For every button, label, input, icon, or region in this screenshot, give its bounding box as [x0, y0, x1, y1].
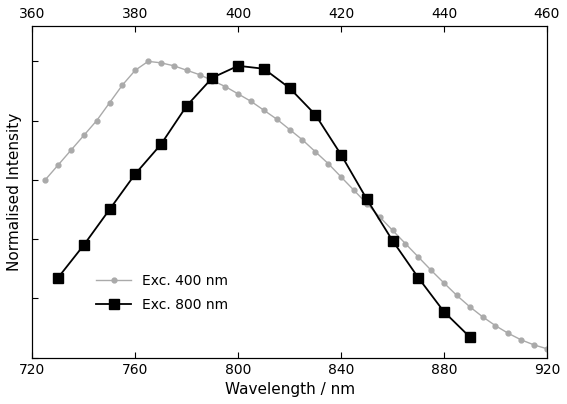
- Exc. 400 nm: [441, 280, 447, 285]
- Exc. 800 nm: [415, 275, 422, 280]
- Exc. 800 nm: [106, 207, 113, 212]
- Exc. 400 nm: [376, 215, 383, 219]
- Exc. 400 nm: [479, 314, 486, 319]
- Exc. 400 nm: [196, 72, 203, 77]
- Exc. 800 nm: [389, 238, 396, 243]
- Exc. 400 nm: [325, 161, 332, 166]
- Exc. 400 nm: [260, 108, 267, 113]
- Exc. 800 nm: [209, 75, 216, 80]
- Exc. 400 nm: [145, 59, 151, 64]
- Exc. 800 nm: [338, 152, 345, 157]
- Exc. 400 nm: [402, 241, 409, 246]
- Exc. 400 nm: [54, 163, 61, 168]
- Exc. 800 nm: [132, 172, 139, 177]
- Exc. 800 nm: [466, 335, 473, 339]
- Legend: Exc. 400 nm, Exc. 800 nm: Exc. 400 nm, Exc. 800 nm: [91, 269, 234, 318]
- Exc. 400 nm: [312, 149, 319, 154]
- Exc. 800 nm: [286, 86, 293, 90]
- Exc. 400 nm: [209, 78, 216, 83]
- Exc. 400 nm: [428, 268, 434, 273]
- Exc. 400 nm: [299, 137, 306, 142]
- Exc. 400 nm: [248, 99, 255, 104]
- Exc. 800 nm: [260, 66, 267, 71]
- Exc. 400 nm: [158, 61, 164, 65]
- Line: Exc. 400 nm: Exc. 400 nm: [43, 59, 549, 351]
- Exc. 400 nm: [531, 343, 538, 347]
- Exc. 400 nm: [338, 175, 345, 179]
- Exc. 400 nm: [67, 148, 74, 153]
- Exc. 400 nm: [132, 68, 139, 73]
- Exc. 400 nm: [119, 83, 126, 88]
- Exc. 400 nm: [454, 293, 460, 298]
- Exc. 400 nm: [466, 304, 473, 309]
- Y-axis label: Normalised Intensity: Normalised Intensity: [7, 113, 22, 271]
- Exc. 400 nm: [222, 84, 229, 89]
- Exc. 400 nm: [363, 201, 370, 206]
- Exc. 400 nm: [94, 118, 100, 123]
- Exc. 400 nm: [42, 177, 49, 182]
- Exc. 800 nm: [235, 63, 242, 68]
- Exc. 800 nm: [54, 275, 61, 280]
- Exc. 400 nm: [518, 337, 524, 342]
- Exc. 800 nm: [158, 142, 164, 147]
- Exc. 400 nm: [543, 346, 550, 351]
- Exc. 800 nm: [441, 309, 447, 314]
- Exc. 400 nm: [286, 127, 293, 132]
- Exc. 400 nm: [389, 228, 396, 233]
- Exc. 400 nm: [505, 331, 511, 336]
- Exc. 400 nm: [81, 133, 87, 138]
- Exc. 800 nm: [81, 243, 87, 248]
- Line: Exc. 800 nm: Exc. 800 nm: [53, 61, 475, 342]
- Exc. 800 nm: [183, 103, 190, 108]
- X-axis label: Wavelength / nm: Wavelength / nm: [225, 382, 355, 397]
- Exc. 400 nm: [235, 92, 242, 97]
- Exc. 400 nm: [415, 255, 422, 259]
- Exc. 400 nm: [106, 101, 113, 105]
- Exc. 400 nm: [350, 188, 357, 193]
- Exc. 400 nm: [183, 68, 190, 73]
- Exc. 400 nm: [273, 117, 280, 122]
- Exc. 800 nm: [312, 112, 319, 117]
- Exc. 800 nm: [363, 197, 370, 202]
- Exc. 400 nm: [171, 63, 177, 68]
- Exc. 400 nm: [492, 323, 499, 328]
